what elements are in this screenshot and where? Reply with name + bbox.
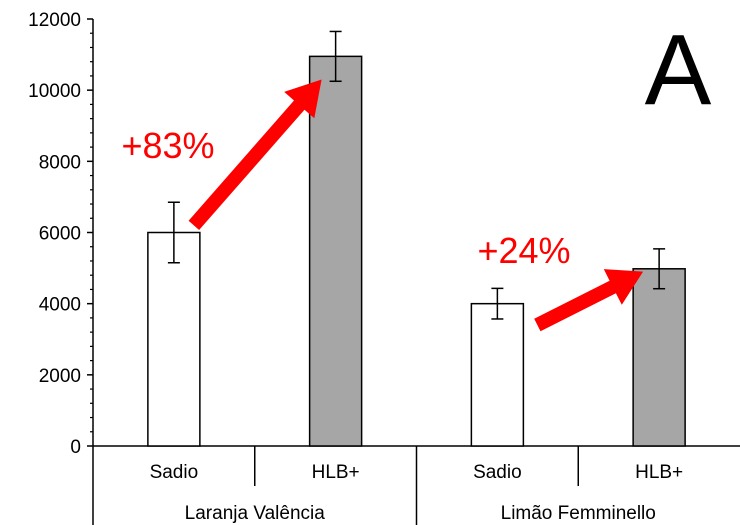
y-tick-label: 4000 (39, 295, 81, 316)
y-tick-label: 6000 (39, 224, 81, 245)
y-tick-label: 8000 (39, 152, 81, 173)
error-bars (167, 30, 666, 320)
group-label: Limão Femminello (501, 503, 656, 524)
category-label: HLB+ (312, 462, 360, 483)
bars (147, 55, 686, 447)
bar (147, 231, 201, 447)
panel-label: A (645, 14, 712, 126)
percent-increase-label: +24% (477, 230, 570, 271)
annotations: +83% +24% A (121, 14, 712, 332)
y-tick-label: 10000 (28, 81, 81, 102)
category-label: HLB+ (635, 462, 683, 483)
percent-increase-label: +83% (121, 125, 214, 166)
labels: 0 2000 4000 6000 8000 10000 12000 Sadio HLB+ Lara… (28, 10, 683, 524)
y-tick-label: 12000 (28, 10, 81, 31)
group-label: Laranja Valência (185, 503, 326, 524)
axes (87, 18, 740, 525)
bar (470, 302, 525, 447)
category-label: Sadio (473, 462, 522, 483)
increase-arrow (534, 269, 644, 332)
y-tick-label: 2000 (39, 366, 81, 387)
increase-arrow (188, 79, 322, 230)
bar (632, 268, 686, 447)
bar (308, 55, 363, 447)
category-label: Sadio (150, 462, 199, 483)
y-tick-label: 0 (70, 437, 81, 458)
